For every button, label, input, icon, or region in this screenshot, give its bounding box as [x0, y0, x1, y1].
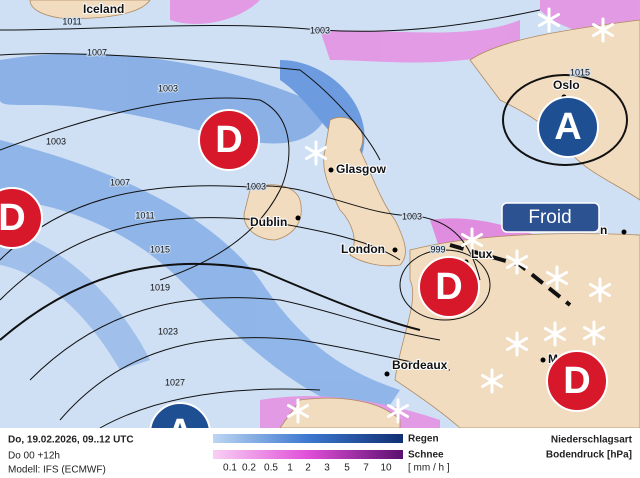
scale-label: 5	[344, 463, 350, 474]
city-dot	[540, 357, 546, 363]
isobar-label: 1011	[62, 16, 81, 26]
pressure-label: A	[554, 106, 581, 148]
scale-label: 0.5	[264, 463, 278, 474]
snowflake	[505, 337, 529, 351]
isobar-label: 1003	[158, 83, 178, 93]
model: Modell: IFS (ECMWF)	[8, 465, 106, 476]
isobars	[0, 9, 628, 429]
annotation: Froid	[528, 207, 571, 228]
isobar-label: 999	[430, 244, 445, 254]
snowflake	[588, 283, 612, 297]
city-label: Lux	[471, 247, 493, 261]
annotation-box	[501, 202, 600, 233]
city-label: London	[341, 242, 385, 256]
snowflake	[505, 255, 529, 269]
city-dot	[328, 167, 334, 173]
rain-label: Regen	[408, 434, 439, 445]
city-label: Glasgow	[336, 162, 387, 176]
pressure-label: D	[0, 197, 26, 239]
city-label: Bordeaux	[392, 358, 448, 372]
isobar-label: 1003	[246, 181, 266, 191]
city-dot	[392, 247, 398, 253]
city-label: n	[600, 223, 607, 237]
pressure-system	[418, 256, 480, 318]
footer-text: Do, 19.02.2026, 09..12 UTC Do 00 +12h Mo…	[8, 434, 633, 476]
snowflake	[543, 327, 567, 341]
isobar-label: 1019	[150, 282, 170, 292]
isobar-label: 1015	[150, 244, 170, 254]
scale-bars	[0, 428, 640, 478]
isobar-label: 1007	[87, 47, 107, 57]
pressure-label: D	[215, 119, 242, 161]
snowflake	[460, 233, 484, 247]
snowflake	[480, 374, 504, 388]
pressure-system	[198, 109, 260, 171]
isobar-label: 1027	[165, 377, 185, 387]
city-dot	[621, 229, 627, 235]
city-label: Iceland	[83, 2, 124, 16]
scale-label: 7	[363, 463, 369, 474]
scale-label: 1	[287, 463, 293, 474]
isobar-label: 1003	[46, 136, 66, 146]
city-dot	[295, 215, 301, 221]
snowflake	[582, 326, 606, 340]
valid-time: Do, 19.02.2026, 09..12 UTC	[8, 435, 134, 446]
scale-label: 10	[380, 463, 392, 474]
isobar-label: 1023	[158, 326, 178, 336]
snowflake	[591, 23, 615, 37]
isobar-label: 1015	[570, 67, 590, 77]
scale-label: 0.1	[223, 463, 237, 474]
city-label: Oslo	[553, 78, 580, 92]
isobar-label: 1011	[135, 210, 154, 220]
scale-label: 0.2	[242, 463, 256, 474]
pressure-label: D	[435, 266, 462, 308]
scale-label: 3	[324, 463, 330, 474]
scale-label: 2	[305, 463, 311, 474]
snowflake	[537, 13, 561, 27]
city-dot	[384, 371, 390, 377]
isobar-label: 1003	[402, 211, 422, 221]
city-label: Dublin	[250, 215, 287, 229]
snowflake	[386, 404, 410, 418]
pressure-system	[0, 187, 43, 249]
snowflake	[286, 404, 310, 418]
pressure-system	[546, 350, 608, 412]
isobar-label: 1007	[110, 177, 130, 187]
pressure-system	[537, 96, 599, 158]
isobar-label: 1003	[310, 25, 330, 35]
pressure-label: D	[563, 360, 590, 402]
snow-label: Schnee	[408, 450, 444, 461]
legend-title: Niederschlagsart	[551, 435, 633, 446]
snowflake	[304, 146, 328, 160]
snowflake	[545, 271, 569, 285]
legend-subtitle: Bodendruck [hPa]	[546, 450, 632, 461]
unit-label: [ mm / h ]	[408, 463, 450, 474]
run-time: Do 00 +12h	[8, 451, 60, 462]
